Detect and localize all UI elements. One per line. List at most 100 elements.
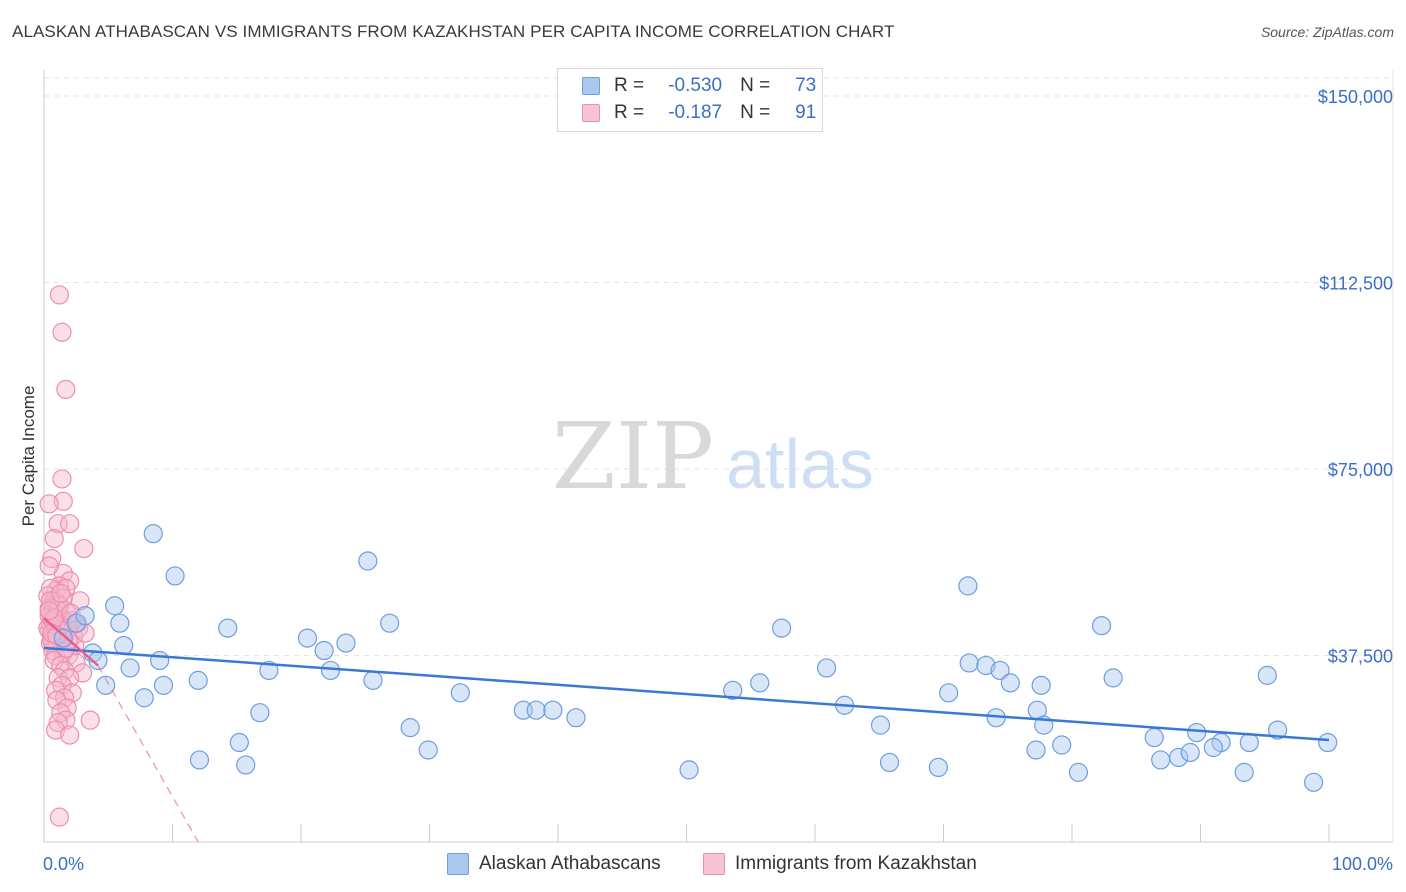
grid-lines <box>44 77 1393 656</box>
athabascan-point <box>976 655 996 676</box>
kazakhstan-trend-line <box>43 617 99 667</box>
legend-n-label: N = <box>740 102 771 123</box>
athabascan-point <box>134 688 154 708</box>
kazakhstan-point <box>45 720 66 740</box>
legend-n-value: 73 <box>795 75 817 96</box>
athabascan-point <box>816 658 837 678</box>
athabascan-point <box>165 566 185 586</box>
legend-n-value: 91 <box>795 102 817 123</box>
athabascan-point <box>320 660 341 681</box>
bottom-legend-swatch-pink <box>703 853 725 875</box>
kazakhstan-point <box>60 514 80 534</box>
legend-r-value: -0.187 <box>668 102 723 123</box>
series-immigrants-from-kazakhstan <box>38 285 100 827</box>
kazakhstan-point <box>53 491 73 511</box>
y-axis-label: Per Capita Income <box>19 386 38 527</box>
bottom-legend-kazakhstan: Immigrants from Kazakhstan <box>703 852 977 876</box>
y-tick-label: $150,000 <box>1318 87 1393 107</box>
bottom-legend-athabascan: Alaskan Athabascans <box>447 852 661 876</box>
athabascan-point <box>1144 727 1164 748</box>
athabascan-point <box>1103 668 1123 688</box>
y-tick-label: $112,500 <box>1319 274 1393 294</box>
kazakhstan-point <box>74 538 94 559</box>
watermark-zip: ZIP <box>552 403 714 510</box>
athabascan-point <box>250 703 270 723</box>
correlation-legend: R = -0.530 N = 73 R = -0.187 N = 91 <box>557 68 823 132</box>
kazakhstan-point <box>56 379 76 400</box>
athabascan-point <box>679 760 699 780</box>
kazakhstan-point <box>44 529 64 549</box>
y-tick-label: $37,500 <box>1328 647 1393 667</box>
athabascan-point <box>110 613 130 633</box>
athabascan-point <box>400 718 420 738</box>
athabascan-point <box>939 683 959 703</box>
kazakhstan-point <box>48 713 68 733</box>
athabascan-point <box>771 618 792 638</box>
athabascan-point <box>150 650 170 671</box>
athabascan-point <box>543 700 563 720</box>
watermark-atlas: atlas <box>726 425 874 503</box>
athabascan-point <box>870 715 891 735</box>
legend-r-label: R = <box>614 75 645 96</box>
athabascan-point <box>1239 732 1259 753</box>
athabascan-point <box>1257 665 1277 685</box>
athabascan-point <box>1318 732 1338 753</box>
y-tick-labels: $37,500 $75,000 $112,500 $150,000 <box>1318 87 1393 667</box>
kazakhstan-trend-extension <box>97 665 199 843</box>
kazakhstan-point <box>80 710 100 730</box>
athabascan-point <box>229 732 249 753</box>
athabascan-point <box>928 757 948 778</box>
athabascan-point <box>53 628 73 648</box>
athabascan-point <box>566 708 586 728</box>
athabascan-point <box>96 675 116 695</box>
athabascan-point <box>189 750 210 770</box>
kazakhstan-point <box>61 603 81 623</box>
athabascan-point <box>1091 616 1112 636</box>
athabascan-point <box>1180 742 1200 763</box>
legend-r-value: -0.530 <box>668 75 723 96</box>
kazakhstan-point <box>49 285 70 305</box>
athabascan-point <box>75 606 95 626</box>
kazakhstan-point <box>52 675 72 695</box>
athabascan-point <box>105 596 125 616</box>
athabascan-point <box>723 680 743 700</box>
athabascan-point <box>259 660 279 681</box>
athabascan-point <box>188 670 208 690</box>
kazakhstan-point <box>39 601 59 621</box>
athabascan-trend-line <box>43 646 1330 742</box>
athabascan-point <box>153 675 174 695</box>
x-tick-label-min: 0.0% <box>43 854 84 874</box>
athabascan-point <box>750 673 770 693</box>
athabascan-point <box>1234 762 1254 782</box>
kazakhstan-point <box>56 710 76 730</box>
athabascan-point <box>336 633 356 653</box>
legend-swatch-blue <box>582 77 600 95</box>
kazakhstan-point <box>42 548 62 569</box>
athabascan-point <box>1031 675 1051 695</box>
kazakhstan-point <box>52 469 72 489</box>
x-tick-label-max: 100.0% <box>1332 854 1393 874</box>
athabascan-point <box>358 551 378 571</box>
series-alaskan-athabascans <box>53 524 1338 792</box>
chart-title: ALASKAN ATHABASCAN VS IMMIGRANTS FROM KA… <box>12 22 895 41</box>
athabascan-point <box>1068 762 1089 782</box>
kazakhstan-point <box>72 663 93 683</box>
kazakhstan-point <box>47 690 67 710</box>
athabascan-point <box>990 660 1010 681</box>
athabascan-point <box>120 658 140 678</box>
bottom-legend-label: Alaskan Athabascans <box>479 853 661 874</box>
athabascan-point <box>959 653 979 673</box>
athabascan-point <box>879 752 900 773</box>
trend-lines <box>43 617 1330 843</box>
athabascan-point <box>1052 735 1072 755</box>
athabascan-point <box>1000 673 1020 693</box>
athabascan-point <box>1303 772 1324 792</box>
axes <box>43 70 1394 843</box>
legend-row-athabascan: R = -0.530 N = 73 <box>582 73 816 99</box>
athabascan-point <box>114 635 134 656</box>
y-tick-label: $75,000 <box>1328 460 1393 480</box>
athabascan-point <box>1203 737 1223 758</box>
bottom-legend-swatch-blue <box>447 853 469 875</box>
athabascan-point <box>236 755 256 775</box>
